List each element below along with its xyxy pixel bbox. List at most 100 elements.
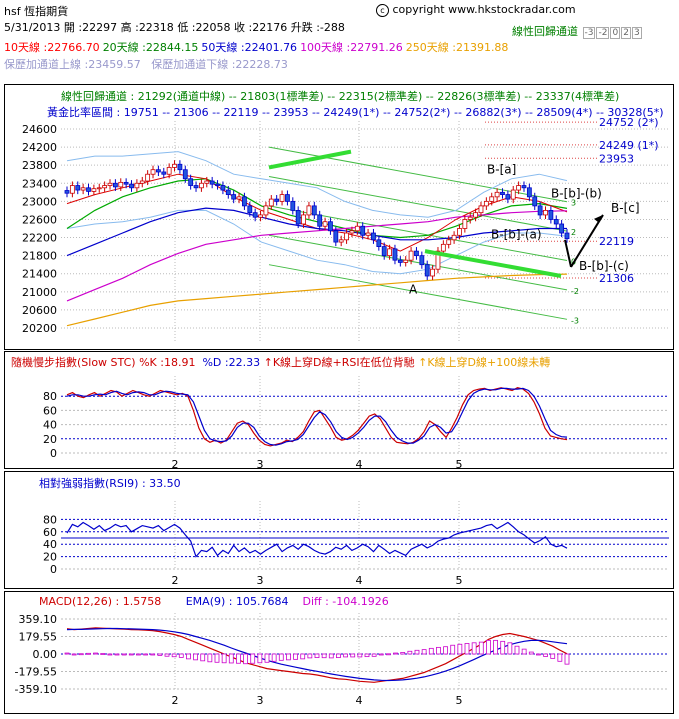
candle-body bbox=[435, 250, 441, 270]
diff-bar bbox=[300, 653, 306, 660]
diff-bar bbox=[536, 653, 541, 656]
diff-bar bbox=[93, 652, 98, 655]
diff-bar bbox=[407, 650, 413, 655]
candle-body bbox=[457, 228, 462, 236]
header-title: hsf 恆指期貨 bbox=[4, 3, 68, 19]
ma250-line bbox=[66, 273, 568, 327]
candle-body bbox=[543, 210, 548, 216]
diff-bar bbox=[393, 652, 398, 655]
rsi-panel: 相對強弱指數(RSI9) : 33.50 80 60 40 20 0 2 3 4 5 bbox=[4, 471, 674, 589]
y-tick-label: 80 bbox=[43, 513, 57, 526]
diff-bar bbox=[78, 653, 84, 656]
rsi-value: 33.50 bbox=[149, 477, 181, 490]
diff-bar bbox=[528, 651, 534, 655]
ema-label: EMA(9) : bbox=[185, 595, 233, 608]
boll-upper-value: 23459.57 bbox=[88, 58, 141, 71]
stc-header: 隨機慢步指數(Slow STC) %K :18.91 %D :22.33 ↑K線… bbox=[11, 354, 550, 370]
candle-body bbox=[478, 205, 484, 214]
y-tick-label: 179.55 bbox=[19, 631, 58, 644]
wave-annotation: B-[b]-(a) bbox=[491, 227, 542, 241]
candle-body bbox=[295, 210, 301, 225]
diff-bar bbox=[321, 653, 327, 659]
instrument-name: 恆指期貨 bbox=[24, 5, 69, 18]
quote-date: 5/31/2013 bbox=[4, 21, 61, 34]
candle-body bbox=[80, 187, 86, 191]
candle-body bbox=[328, 221, 333, 232]
candle-body bbox=[451, 234, 457, 241]
y-tick-label: 21000 bbox=[22, 286, 57, 299]
candle-body bbox=[188, 178, 194, 186]
ma-item: 20天線 :22844.15 bbox=[102, 41, 199, 54]
candle-body bbox=[419, 255, 425, 266]
series-line-2 bbox=[66, 627, 568, 682]
candle-body bbox=[322, 221, 328, 227]
x-tick-label: 5 bbox=[456, 694, 463, 707]
candle-body bbox=[414, 250, 419, 257]
y-tick-label: 20 bbox=[43, 551, 57, 564]
diff-bar bbox=[286, 653, 291, 661]
candle-body bbox=[155, 169, 161, 173]
rsi-title: 相對強弱指數(RSI9) bbox=[39, 477, 139, 490]
candle-body bbox=[360, 225, 366, 236]
close-value: 22176 bbox=[252, 21, 288, 34]
x-tick-label: 4 bbox=[356, 694, 363, 707]
candle-body bbox=[430, 268, 435, 277]
diff-bar bbox=[507, 642, 513, 655]
diff-bar bbox=[114, 653, 120, 656]
y-tick-label: 40 bbox=[43, 538, 57, 551]
candle-body bbox=[381, 246, 387, 257]
x-tick-label: 3 bbox=[257, 694, 264, 707]
y-tick-label: -359.10 bbox=[15, 683, 57, 696]
y-tick-label: 20200 bbox=[22, 322, 57, 335]
candle-body bbox=[64, 190, 70, 194]
diff-bar bbox=[521, 648, 527, 655]
diff-bar bbox=[500, 640, 506, 655]
diff-bar bbox=[478, 641, 484, 655]
rsi-header: 相對強弱指數(RSI9) : 33.50 bbox=[39, 475, 181, 491]
candle-body bbox=[118, 181, 124, 188]
channel-legend-box: 3 bbox=[631, 27, 642, 39]
channel-mark: -2 bbox=[571, 287, 579, 296]
k-value: 18.91 bbox=[163, 356, 196, 369]
candle-body bbox=[387, 248, 392, 257]
bollinger-upper-line bbox=[66, 151, 568, 218]
diff-bar bbox=[107, 653, 113, 656]
low-label: 低 : bbox=[177, 21, 196, 34]
series-line-1 bbox=[66, 387, 568, 447]
diff-bar bbox=[386, 653, 391, 656]
y-tick-label: 60 bbox=[43, 526, 57, 539]
regression-channel-line bbox=[268, 146, 568, 203]
candle-body bbox=[236, 196, 242, 200]
diff-bar bbox=[314, 653, 320, 659]
fib-level-label: 22119 bbox=[599, 235, 634, 248]
candle-body bbox=[242, 196, 247, 207]
candle-body bbox=[553, 219, 559, 225]
candle-body bbox=[112, 182, 118, 188]
ma50-line bbox=[66, 207, 567, 257]
candle-body bbox=[532, 196, 538, 207]
regression-channel-legend: 線性回歸通道 -3 -2 0 2 3 bbox=[512, 23, 642, 39]
y-tick-label: 23000 bbox=[22, 195, 57, 208]
diff-bar bbox=[307, 653, 313, 659]
diff-bar bbox=[464, 643, 470, 655]
candle-body bbox=[489, 196, 495, 202]
candle-body bbox=[166, 167, 172, 175]
diff-bar bbox=[214, 653, 220, 663]
diff-bar bbox=[143, 653, 148, 656]
candle-body bbox=[311, 205, 317, 216]
high-label: 高 : bbox=[120, 21, 139, 34]
candle-body bbox=[516, 185, 522, 191]
diff-bar bbox=[328, 653, 334, 659]
candle-body bbox=[91, 188, 97, 192]
symbol: hsf bbox=[4, 5, 21, 18]
candle-body bbox=[483, 200, 489, 207]
candle-body bbox=[279, 194, 285, 202]
diff-bar bbox=[271, 653, 277, 662]
channel-legend-box: -3 bbox=[582, 27, 596, 39]
fibonacci-info: 黃金比率區間 : 19751 -- 21306 -- 22119 -- 2395… bbox=[47, 106, 664, 119]
candle-body bbox=[215, 183, 220, 186]
diff-bar bbox=[471, 642, 477, 655]
candle-body bbox=[102, 185, 108, 189]
candle-body bbox=[225, 189, 231, 195]
diff-bar bbox=[193, 653, 198, 661]
